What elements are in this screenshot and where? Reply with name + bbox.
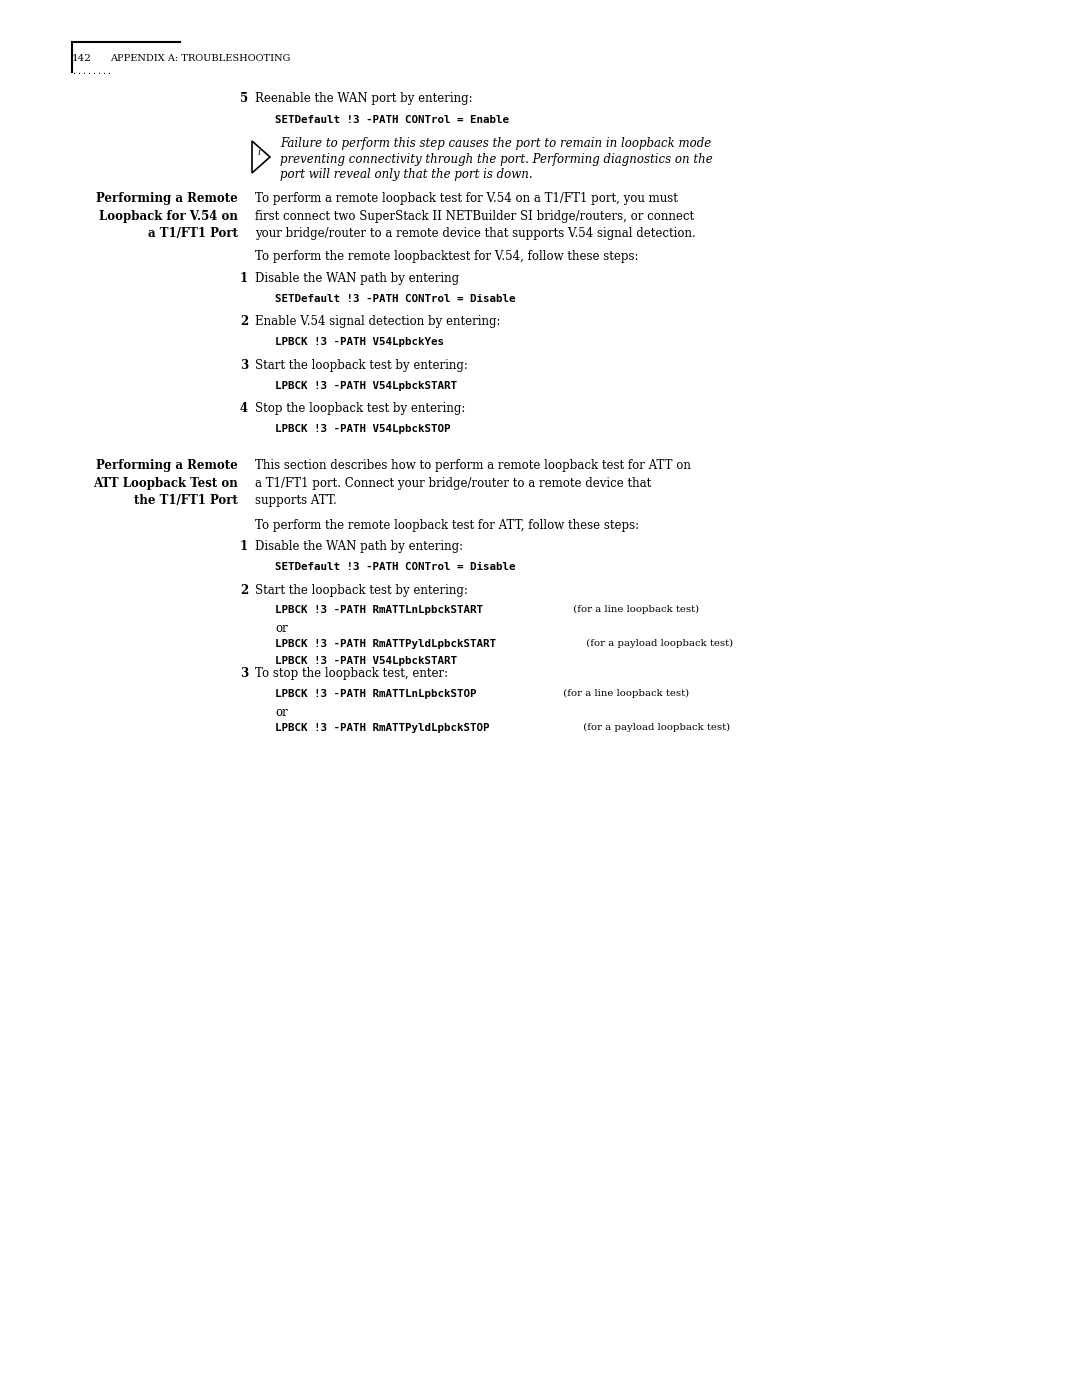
Text: LPBCK !3 -PATH RmATTPyldLpbckSTART: LPBCK !3 -PATH RmATTPyldLpbckSTART <box>275 638 496 650</box>
Text: 3: 3 <box>240 666 248 680</box>
Text: Reenable the WAN port by entering:: Reenable the WAN port by entering: <box>255 92 473 105</box>
Text: or: or <box>275 622 287 636</box>
Text: a T1/FT1 Port: a T1/FT1 Port <box>148 226 238 240</box>
Text: 2: 2 <box>240 314 248 328</box>
Text: LPBCK !3 -PATH RmATTPyldLpbckSTOP: LPBCK !3 -PATH RmATTPyldLpbckSTOP <box>275 724 489 733</box>
Text: 3: 3 <box>240 359 248 372</box>
Text: LPBCK !3 -PATH V54LpbckSTOP: LPBCK !3 -PATH V54LpbckSTOP <box>275 425 450 434</box>
Text: 5: 5 <box>240 92 248 105</box>
Text: your bridge/router to a remote device that supports V.54 signal detection.: your bridge/router to a remote device th… <box>255 226 696 240</box>
Text: This section describes how to perform a remote loopback test for ATT on: This section describes how to perform a … <box>255 460 691 472</box>
Text: (for a payload loopback test): (for a payload loopback test) <box>580 724 730 732</box>
Text: Start the loopback test by entering:: Start the loopback test by entering: <box>255 359 468 372</box>
Text: To perform the remote loopback test for ATT, follow these steps:: To perform the remote loopback test for … <box>255 520 639 532</box>
Text: To perform a remote loopback test for V.54 on a T1/FT1 port, you must: To perform a remote loopback test for V.… <box>255 191 678 205</box>
Text: Loopback for V.54 on: Loopback for V.54 on <box>99 210 238 222</box>
Text: preventing connectivity through the port. Performing diagnostics on the: preventing connectivity through the port… <box>280 152 713 165</box>
Text: Disable the WAN path by entering:: Disable the WAN path by entering: <box>255 541 463 553</box>
Text: first connect two SuperStack II NETBuilder SI bridge/routers, or connect: first connect two SuperStack II NETBuild… <box>255 210 694 222</box>
Text: LPBCK !3 -PATH RmATTLnLpbckSTOP: LPBCK !3 -PATH RmATTLnLpbckSTOP <box>275 689 476 698</box>
Text: Stop the loopback test by entering:: Stop the loopback test by entering: <box>255 402 465 415</box>
Text: Enable V.54 signal detection by entering:: Enable V.54 signal detection by entering… <box>255 314 500 328</box>
Text: To stop the loopback test, enter:: To stop the loopback test, enter: <box>255 666 448 680</box>
Text: (for a payload loopback test): (for a payload loopback test) <box>583 638 733 648</box>
Text: i: i <box>258 148 261 156</box>
Text: port will reveal only that the port is down.: port will reveal only that the port is d… <box>280 168 532 182</box>
Text: (for a line loopback test): (for a line loopback test) <box>570 605 699 615</box>
Text: LPBCK !3 -PATH V54LpbckSTART: LPBCK !3 -PATH V54LpbckSTART <box>275 657 457 666</box>
Text: 1: 1 <box>240 541 248 553</box>
Text: Disable the WAN path by entering: Disable the WAN path by entering <box>255 272 459 285</box>
Text: 4: 4 <box>240 402 248 415</box>
Text: the T1/FT1 Port: the T1/FT1 Port <box>134 495 238 507</box>
Text: ........: ........ <box>72 67 112 75</box>
Text: 142: 142 <box>72 54 92 63</box>
Text: To perform the remote loopbacktest for V.54, follow these steps:: To perform the remote loopbacktest for V… <box>255 250 638 263</box>
Text: LPBCK !3 -PATH V54LpbckSTART: LPBCK !3 -PATH V54LpbckSTART <box>275 381 457 391</box>
Text: SETDefault !3 -PATH CONTrol = Disable: SETDefault !3 -PATH CONTrol = Disable <box>275 562 515 571</box>
Text: Performing a Remote: Performing a Remote <box>96 460 238 472</box>
Text: SETDefault !3 -PATH CONTrol = Enable: SETDefault !3 -PATH CONTrol = Enable <box>275 115 509 124</box>
Text: a T1/FT1 port. Connect your bridge/router to a remote device that: a T1/FT1 port. Connect your bridge/route… <box>255 476 651 489</box>
Text: supports ATT.: supports ATT. <box>255 495 337 507</box>
Text: Failure to perform this step causes the port to remain in loopback mode: Failure to perform this step causes the … <box>280 137 712 149</box>
Text: LPBCK !3 -PATH RmATTLnLpbckSTART: LPBCK !3 -PATH RmATTLnLpbckSTART <box>275 605 483 615</box>
Text: 2: 2 <box>240 584 248 597</box>
Text: Performing a Remote: Performing a Remote <box>96 191 238 205</box>
Text: 1: 1 <box>240 272 248 285</box>
Text: or: or <box>275 705 287 719</box>
Text: (for a line loopback test): (for a line loopback test) <box>561 689 689 698</box>
Text: APPENDIX A: TROUBLESHOOTING: APPENDIX A: TROUBLESHOOTING <box>110 54 291 63</box>
Text: ATT Loopback Test on: ATT Loopback Test on <box>93 476 238 489</box>
Text: SETDefault !3 -PATH CONTrol = Disable: SETDefault !3 -PATH CONTrol = Disable <box>275 293 515 305</box>
Text: LPBCK !3 -PATH V54LpbckYes: LPBCK !3 -PATH V54LpbckYes <box>275 337 444 346</box>
Text: Start the loopback test by entering:: Start the loopback test by entering: <box>255 584 468 597</box>
